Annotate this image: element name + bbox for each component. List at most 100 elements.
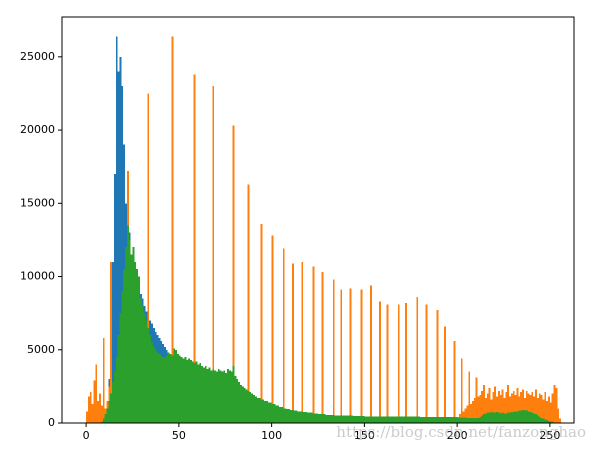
histogram-bar [538, 417, 541, 423]
histogram-bar [173, 348, 176, 423]
histogram-bar [138, 276, 140, 423]
histogram-bar [329, 414, 331, 423]
histogram-bar [453, 417, 456, 423]
histogram-bar [180, 357, 183, 423]
histogram-bar [214, 370, 216, 423]
histogram-bar [141, 305, 144, 423]
histogram-bar [147, 327, 150, 423]
histogram-bar [169, 354, 172, 423]
histogram-bar [390, 416, 393, 423]
plot-area [86, 36, 562, 424]
histogram-bar [518, 410, 521, 423]
histogram-bar [86, 411, 88, 423]
histogram-bar [182, 358, 185, 423]
histogram-bar [449, 417, 452, 423]
histogram-bar [100, 405, 103, 423]
histogram-bar [462, 417, 465, 423]
histogram-bar [512, 390, 515, 423]
histogram-bar [499, 413, 502, 423]
histogram-bar [160, 355, 163, 423]
histogram-bar [149, 335, 152, 423]
histogram-bar [546, 420, 549, 423]
histogram-bar [301, 261, 304, 423]
histogram-bar [290, 409, 293, 423]
x-tick-label: 250 [539, 429, 560, 442]
histogram-bar [479, 417, 482, 423]
histogram-bar [228, 370, 231, 423]
histogram-bar [488, 412, 491, 423]
histogram-bar [379, 301, 382, 423]
histogram-bar [490, 399, 493, 423]
histogram-bar [217, 368, 220, 423]
histogram-bar [358, 415, 361, 423]
histogram-bar [206, 368, 209, 423]
histogram-bar [494, 412, 497, 423]
histogram-bar [93, 380, 96, 423]
histogram-bar [386, 416, 389, 423]
histogram-bar [408, 416, 411, 423]
histogram-bar [277, 405, 280, 423]
histogram-bar [225, 373, 228, 423]
histogram-bar [520, 392, 523, 423]
histogram-bar [535, 389, 537, 423]
histogram-bar [483, 384, 485, 423]
histogram-bar [162, 357, 165, 423]
histogram-bar [145, 320, 148, 423]
histogram-bar [470, 417, 472, 423]
histogram-bar [121, 291, 124, 423]
histogram-bar [230, 371, 233, 423]
x-tick-label: 100 [261, 429, 282, 442]
histogram-bar [497, 390, 500, 423]
histogram-bar [215, 371, 218, 423]
histogram-bar [299, 411, 302, 423]
histogram-bar [381, 416, 383, 423]
histogram-bar [427, 416, 430, 423]
histogram-bar [171, 355, 174, 423]
histogram-bar [496, 396, 498, 423]
histogram-bar [405, 302, 408, 423]
histogram-bar [446, 417, 448, 423]
histogram-bar [212, 86, 215, 423]
histogram-bar [280, 406, 283, 423]
histogram-bar [177, 354, 179, 423]
histogram-bar [303, 412, 306, 423]
histogram-bar [447, 417, 450, 423]
histogram-bar [312, 266, 315, 423]
histogram-bar [249, 392, 252, 423]
histogram-bar [368, 416, 370, 423]
histogram-bar [395, 416, 398, 423]
histogram-bar [507, 384, 510, 423]
histogram-bar [527, 411, 530, 423]
histogram-bar [175, 349, 178, 423]
histogram-bar [522, 389, 524, 423]
histogram-bar [397, 304, 400, 423]
histogram-bar [297, 411, 300, 423]
histogram-bar [429, 416, 432, 423]
histogram-bar [501, 412, 504, 423]
histogram-bar [238, 381, 241, 423]
histogram-bar [436, 416, 439, 423]
histogram-bar [559, 418, 562, 423]
histogram-bar [262, 399, 265, 423]
histogram-bar [102, 418, 105, 423]
histogram-bar [418, 416, 421, 423]
histogram-bar [551, 393, 554, 423]
histogram-bar [199, 362, 202, 423]
histogram-bar [483, 414, 485, 423]
histogram-bar [453, 340, 456, 423]
histogram-bar [347, 415, 350, 423]
histogram-bar [360, 415, 363, 423]
histogram-bar [538, 393, 541, 423]
histogram-bar [219, 370, 222, 423]
histogram-bar [551, 421, 554, 423]
histogram-bar [536, 398, 539, 423]
histogram-bar [113, 174, 116, 423]
histogram-bar [386, 304, 389, 423]
histogram-bar [212, 368, 215, 423]
histogram-bar [267, 402, 270, 423]
histogram-bar [397, 416, 400, 423]
histogram-bar [288, 409, 291, 423]
histogram-bar [167, 352, 170, 423]
histogram-bar [510, 393, 513, 423]
histogram-bar [258, 398, 261, 423]
